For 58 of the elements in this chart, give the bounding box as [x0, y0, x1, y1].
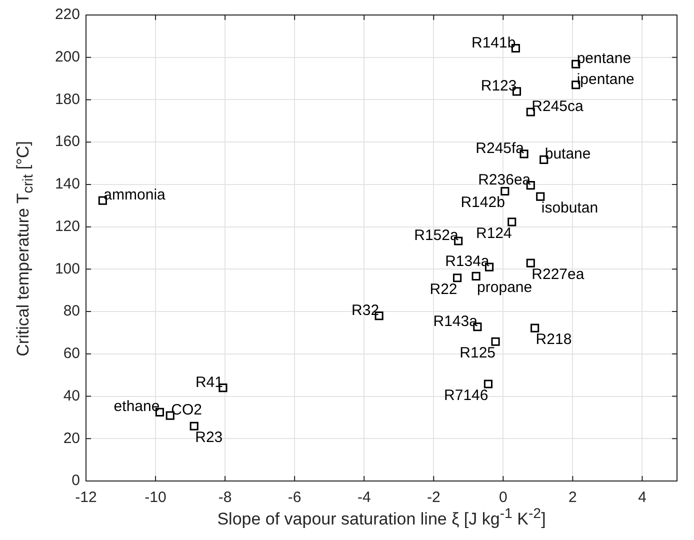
point: [491, 337, 500, 346]
point: [190, 422, 198, 430]
y-tick-label: 200: [54, 48, 80, 66]
annotation: R41: [195, 374, 223, 391]
y-tick-label: 220: [54, 6, 80, 24]
x-tick-label: -6: [288, 489, 302, 506]
annotation: R7146: [444, 386, 488, 404]
annotation: ethane: [114, 398, 160, 416]
annotation: R152a: [414, 227, 459, 244]
y-tick-label: 20: [63, 430, 80, 447]
y-tick-label: 60: [63, 345, 80, 362]
annotation: R123: [480, 77, 517, 94]
point: [508, 218, 516, 226]
annotation: R143a: [433, 312, 478, 330]
annotation: R22: [430, 280, 458, 298]
annotation: R141b: [471, 34, 516, 52]
y-tick-label: 80: [63, 302, 80, 320]
annotation: R245ca: [532, 98, 584, 116]
annotation: R125: [460, 344, 496, 362]
x-tick-label: -8: [218, 489, 232, 506]
annotation: isobutan: [541, 200, 598, 217]
annotation: R227ea: [532, 266, 585, 284]
point: [536, 192, 545, 201]
y-tick-label: 0: [72, 472, 80, 490]
x-tick-label: -2: [426, 489, 440, 506]
point: [484, 380, 493, 388]
annotation: butane: [544, 146, 591, 163]
x-tick-label: -12: [75, 489, 97, 506]
y-tick-label: 140: [54, 176, 80, 193]
point: [453, 274, 462, 282]
y-tick-label: 100: [54, 260, 80, 278]
point: [530, 324, 540, 332]
y-tick-label: 120: [54, 218, 80, 235]
annotation: R134a: [445, 253, 490, 270]
annotation: R124: [476, 224, 512, 242]
y-tick-label: 40: [63, 387, 80, 404]
annotation: ammonia: [104, 186, 166, 204]
x-tick-label: 0: [499, 489, 508, 506]
annotation: R236ea: [478, 171, 532, 188]
annotation: R245fa: [476, 140, 525, 157]
y-tick-label: 180: [54, 90, 80, 108]
point: [472, 272, 480, 280]
x-tick-label: -10: [144, 489, 166, 506]
annotation: propane: [477, 279, 532, 296]
annotation: R32: [352, 302, 380, 319]
x-tick-label: 2: [568, 489, 577, 506]
annotation: R142b: [460, 194, 505, 212]
annotation: R23: [195, 429, 223, 446]
y-tick-label: 160: [54, 133, 80, 150]
point: [500, 186, 510, 196]
x-axis-title: Slope of vapour saturation line ξ [J kg$^{-1}$ K$^{-2}$]: [216, 506, 547, 530]
x-tick-label: 4: [638, 489, 646, 506]
annotation: pentane: [576, 50, 632, 68]
annotation: R218: [536, 331, 572, 348]
x-tick-label: -4: [357, 489, 371, 506]
annotation: ipentane: [576, 70, 634, 88]
point: [526, 258, 535, 268]
annotation: CO2: [171, 402, 202, 419]
